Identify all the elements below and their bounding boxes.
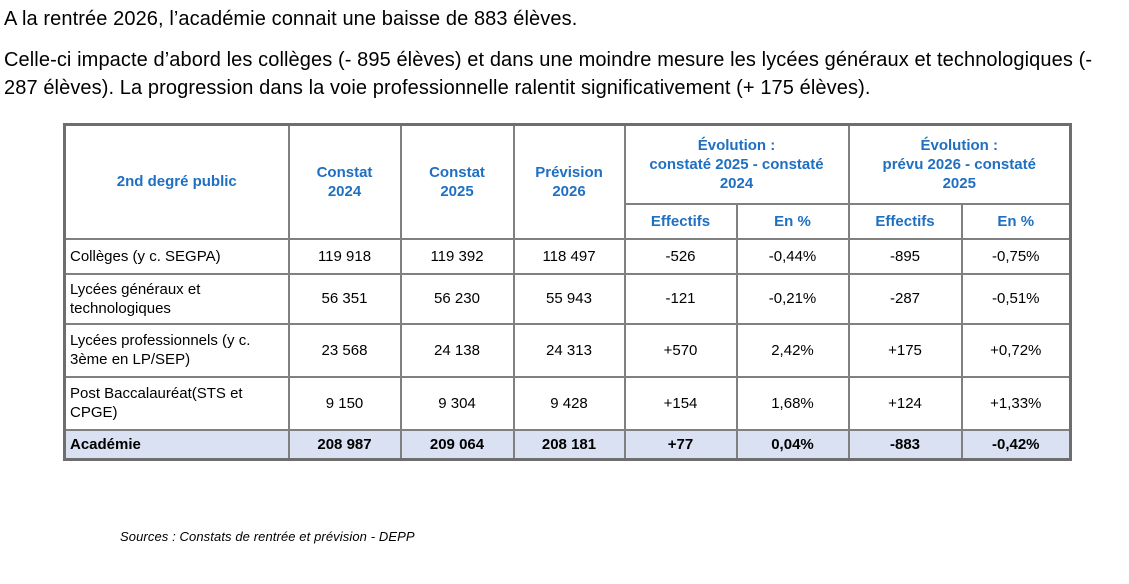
cell-evo2-pct: +1,33% (960, 375, 1072, 431)
cell-evo2-pct: -0,75% (960, 237, 1072, 275)
cell-constat-2025: 9 304 (399, 375, 515, 431)
enrollment-table: 2nd degré public Constat 2024 Constat 20… (63, 123, 1072, 461)
table-row-post-baccalaureat: Post Baccalauréat(STS et CPGE) 9 150 9 3… (63, 375, 1072, 431)
header-sub-row: Effectifs En % Effectifs En % (65, 202, 1072, 240)
source-note: Sources : Constats de rentrée et prévisi… (120, 529, 415, 544)
header-evo2-effectifs: Effectifs (847, 202, 963, 240)
cell-constat-2024: 9 150 (287, 375, 402, 431)
cell-prevision-2026: 118 497 (512, 237, 626, 275)
cell-evo2-effectifs: -287 (847, 272, 963, 325)
header-evolution-2025-2024: Évolution : constaté 2025 - constaté 202… (623, 123, 850, 205)
cell-evo2-effectifs: +175 (847, 322, 963, 378)
table-row-academie-total: Académie 208 987 209 064 208 181 +77 0,0… (63, 428, 1072, 461)
cell-evo1-effectifs: -121 (623, 272, 738, 325)
cell-constat-2024: 119 918 (287, 237, 402, 275)
cell-prevision-2026: 208 181 (512, 428, 626, 461)
row-label: Collèges (y c. SEGPA) (63, 237, 290, 275)
header-prevision-2026: Prévision 2026 (512, 123, 626, 240)
cell-evo1-effectifs: -526 (623, 237, 738, 275)
row-label: Lycées professionnels (y c. 3ème en LP/S… (63, 322, 290, 378)
cell-constat-2024: 208 987 (287, 428, 402, 461)
intro-paragraph-1: A la rentrée 2026, l’académie connait un… (4, 8, 578, 30)
cell-evo1-pct: 2,42% (735, 322, 850, 378)
header-evo1-en-pct: En % (735, 202, 850, 240)
header-evo2-en-pct: En % (960, 202, 1072, 240)
table-row-lycees-generaux: Lycées généraux et technologiques 56 351… (63, 272, 1072, 325)
cell-constat-2024: 23 568 (287, 322, 402, 378)
cell-prevision-2026: 9 428 (512, 375, 626, 431)
table-row-colleges: Collèges (y c. SEGPA) 119 918 119 392 11… (63, 237, 1072, 275)
table-row-lycees-professionnels: Lycées professionnels (y c. 3ème en LP/S… (63, 322, 1072, 378)
cell-evo2-effectifs: -883 (847, 428, 963, 461)
header-evo1-effectifs: Effectifs (623, 202, 738, 240)
cell-evo1-pct: 1,68% (735, 375, 850, 431)
cell-evo1-pct: -0,44% (735, 237, 850, 275)
header-constat-2024: Constat 2024 (287, 123, 402, 240)
cell-evo2-pct: +0,72% (960, 322, 1072, 378)
cell-evo2-effectifs: -895 (847, 237, 963, 275)
cell-evo1-pct: 0,04% (735, 428, 850, 461)
cell-constat-2025: 56 230 (399, 272, 515, 325)
cell-evo2-pct: -0,42% (960, 428, 1072, 461)
header-2nd-degre-public: 2nd degré public (63, 123, 290, 240)
cell-constat-2024: 56 351 (287, 272, 402, 325)
cell-evo1-effectifs: +154 (623, 375, 738, 431)
row-label: Académie (63, 428, 290, 461)
cell-prevision-2026: 24 313 (512, 322, 626, 378)
cell-constat-2025: 209 064 (399, 428, 515, 461)
row-label: Lycées généraux et technologiques (63, 272, 290, 325)
cell-prevision-2026: 55 943 (512, 272, 626, 325)
cell-evo1-pct: -0,21% (735, 272, 850, 325)
cell-evo1-effectifs: +570 (623, 322, 738, 378)
cell-evo2-pct: -0,51% (960, 272, 1072, 325)
cell-constat-2025: 119 392 (399, 237, 515, 275)
header-group-row: 2nd degré public Constat 2024 Constat 20… (63, 123, 1072, 240)
cell-evo2-effectifs: +124 (847, 375, 963, 431)
header-constat-2025: Constat 2025 (399, 123, 515, 240)
intro-paragraph-2: Celle-ci impacte d’abord les collèges (-… (4, 49, 1093, 99)
cell-constat-2025: 24 138 (399, 322, 515, 378)
header-evolution-2026-2025: Évolution : prévu 2026 - constaté 2025 (847, 123, 1072, 205)
row-label: Post Baccalauréat(STS et CPGE) (63, 375, 290, 431)
cell-evo1-effectifs: +77 (623, 428, 738, 461)
